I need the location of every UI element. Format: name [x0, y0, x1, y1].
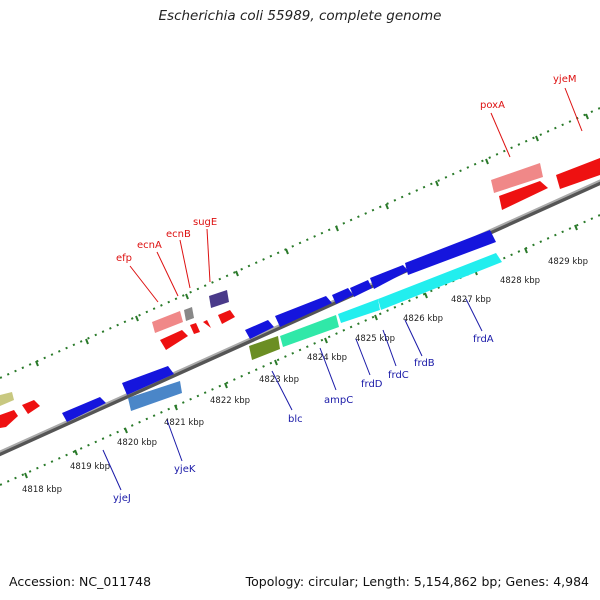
topology-text: Topology: circular; Length: 5,154,862 bp…: [245, 574, 589, 589]
genome-backbone: [0, 179, 600, 457]
lower-tick-track: [0, 214, 600, 486]
gene-label: yjeK: [174, 464, 196, 475]
kbp-label: 4819 kbp: [70, 462, 110, 472]
gene-label: sugE: [193, 217, 217, 228]
kbp-label: 4820 kbp: [117, 438, 157, 448]
gene-arrow: [22, 400, 40, 414]
gene-arrow: [245, 320, 274, 339]
gene-arrow: [249, 336, 280, 360]
gene-arrow: [0, 410, 18, 428]
gene-label: efp: [116, 253, 132, 264]
gene-label: yjeJ: [113, 493, 131, 504]
gene-label: ecnB: [166, 229, 191, 240]
kbp-label: 4828 kbp: [500, 276, 540, 286]
gene-arrow: [0, 392, 14, 406]
forward-leader-lines: [129, 87, 583, 303]
kbp-label: 4827 kbp: [451, 295, 491, 305]
gene-arrow: [370, 265, 408, 289]
gene-arrow: [218, 310, 235, 324]
gene-arrow: [499, 181, 548, 210]
gene-label: poxA: [480, 100, 505, 111]
gene-label: ecnA: [137, 240, 162, 251]
gene-arrow: [378, 253, 502, 310]
gene-arrow: [128, 381, 182, 411]
gene-arrow: [62, 397, 106, 422]
kbp-label: 4826 kbp: [403, 314, 443, 324]
reverse-leader-lines: [102, 298, 483, 491]
kbp-label: 4822 kbp: [210, 396, 250, 406]
gene-arrow: [203, 320, 211, 328]
kbp-label: 4829 kbp: [548, 257, 588, 267]
accession-text: Accession: NC_011748: [9, 574, 152, 589]
gene-arrow: [209, 290, 229, 308]
kbp-label: 4821 kbp: [164, 418, 204, 428]
gene-arrow: [556, 158, 600, 189]
gene-arrow: [338, 299, 380, 323]
gene-arrow: [280, 315, 339, 347]
gene-label: frdB: [414, 358, 435, 369]
kbp-label: 4825 kbp: [355, 334, 395, 344]
gene-arrow: [332, 288, 353, 304]
gene-arrow: [184, 307, 194, 321]
gene-arrow: [405, 230, 496, 275]
reverse-genes: [62, 230, 502, 422]
gene-arrow: [350, 280, 372, 297]
gene-arrow: [190, 323, 200, 334]
upper-major-ticks: [35, 113, 589, 367]
gene-arrow: [122, 366, 174, 395]
gene-arrow: [152, 311, 183, 333]
genome-title: Escherichia coli 55989, complete genome: [158, 8, 442, 24]
kbp-label: 4818 kbp: [22, 485, 62, 495]
kbp-label: 4823 kbp: [259, 375, 299, 385]
forward-genes: [0, 158, 600, 428]
gene-label: blc: [288, 414, 303, 425]
kbp-label: 4824 kbp: [307, 353, 347, 363]
gene-label: ampC: [324, 395, 353, 406]
gene-arrow: [491, 163, 543, 193]
gene-label: frdC: [388, 370, 409, 381]
gene-label: frdD: [361, 379, 383, 390]
gene-arrow: [160, 330, 188, 350]
upper-tick-track: [0, 107, 600, 379]
gene-label: frdA: [473, 334, 494, 345]
lower-major-ticks: [24, 224, 578, 479]
gene-label: yjeM: [553, 74, 576, 85]
gene-arrow: [275, 296, 332, 327]
